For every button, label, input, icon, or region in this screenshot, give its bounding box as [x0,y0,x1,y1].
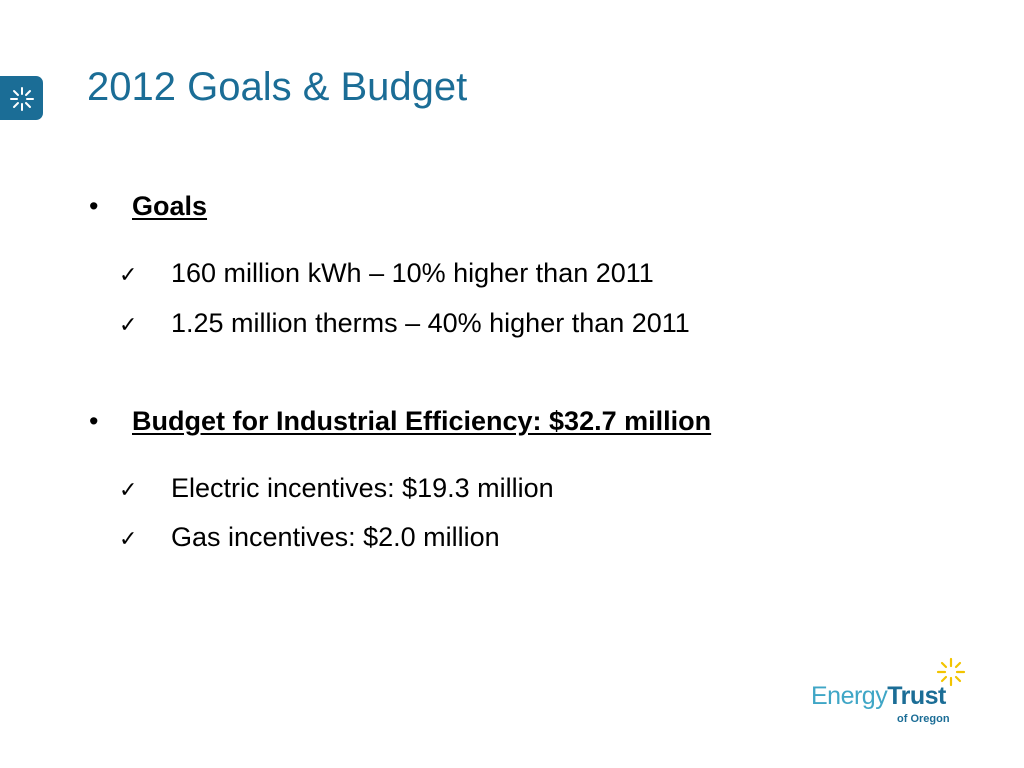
logo-wordmark: EnergyTrust [811,681,946,711]
budget-item-text: Electric incentives: $19.3 million [171,473,554,503]
checkmark-icon: ✓ [119,263,138,288]
bullet-budget: • Budget for Industrial Efficiency: $32.7… [87,403,711,439]
slide-title: 2012 Goals & Budget [87,65,468,109]
budget-item-text: Gas incentives: $2.0 million [171,522,500,552]
logo-word-trust: Trust [887,682,946,710]
sunburst-icon [10,87,34,111]
budget-item-gas: ✓ Gas incentives: $2.0 million [119,520,500,554]
goal-item-therms: ✓ 1.25 million therms – 40% higher than 2… [119,306,690,340]
bullet-goals: • Goals [87,188,207,224]
goal-item-text: 160 million kWh – 10% higher than 2011 [171,258,654,288]
checkmark-icon: ✓ [119,313,138,338]
section-heading-goals: Goals [132,191,208,221]
logo-subtitle: of Oregon [897,713,950,725]
budget-item-electric: ✓ Electric incentives: $19.3 million [119,471,554,505]
section-heading-budget: Budget for Industrial Efficiency: $32.7 … [132,406,712,436]
checkmark-icon: ✓ [119,527,138,552]
goal-item-kwh: ✓ 160 million kWh – 10% higher than 2011 [119,256,654,290]
bullet-dot: • [89,191,99,221]
bullet-dot: • [89,406,99,436]
sunburst-icon [936,657,966,687]
energy-trust-logo: EnergyTrust of Oregon [808,657,973,732]
sunburst-badge [0,76,43,120]
goal-item-text: 1.25 million therms – 40% higher than 20… [171,308,690,338]
logo-word-energy: Energy [811,682,888,710]
checkmark-icon: ✓ [119,478,138,503]
